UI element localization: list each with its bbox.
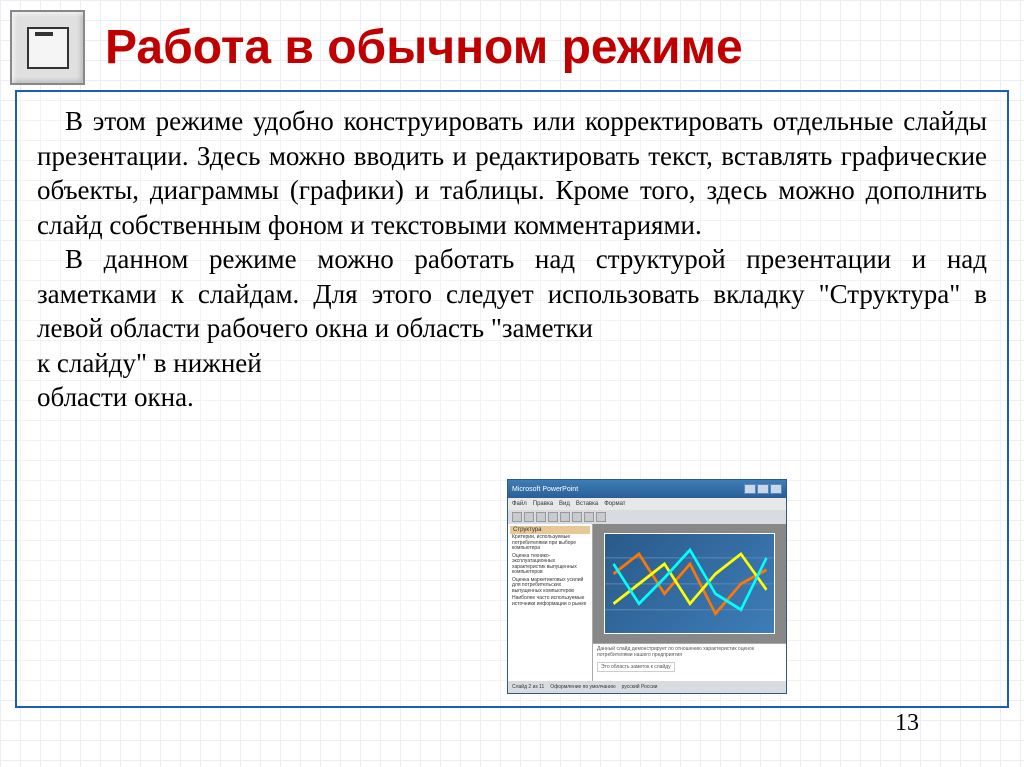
status-item: русский России: [622, 684, 658, 690]
notes-text: Данный слайд демонстрирует по отношению …: [597, 646, 782, 658]
toolbar-icon: [524, 512, 534, 522]
window-title: Microsoft PowerPoint: [512, 486, 744, 493]
menu-item: Правка: [533, 501, 553, 507]
powerpoint-screenshot: Microsoft PowerPoint Файл Правка Вид Вст…: [507, 479, 787, 694]
outline-item: Наиболее часто используемые источники ин…: [510, 595, 590, 608]
page-number: 13: [895, 710, 919, 737]
toolbar-icon: [560, 512, 570, 522]
notes-pane: Данный слайд демонстрирует по отношению …: [593, 643, 786, 681]
close-icon: [770, 484, 782, 494]
menu-item: Вид: [559, 501, 570, 507]
slide-area: [593, 524, 786, 643]
maximize-icon: [757, 484, 769, 494]
menu-item: Формат: [604, 501, 625, 507]
slide-preview: [604, 533, 776, 635]
outline-panel: Структура Критерии, используемые потреби…: [508, 524, 593, 681]
toolbar-icon: [572, 512, 582, 522]
chart-icon: [605, 534, 775, 634]
body-text: В этом режиме удобно конструировать или …: [37, 104, 987, 346]
wrapped-lines: к слайду" в нижней области окна.: [37, 346, 377, 415]
toolbar-icon: [584, 512, 594, 522]
notes-placeholder: Это область заметок к слайду: [597, 662, 675, 672]
toolbar: [508, 510, 786, 524]
outline-item: Оценка технико-эксплуатационных характер…: [510, 553, 590, 577]
outline-item: Критерии, используемые потребителями при…: [510, 534, 590, 553]
menubar: Файл Правка Вид Вставка Формат: [508, 498, 786, 510]
paragraph-1: В этом режиме удобно конструировать или …: [37, 104, 987, 242]
window-titlebar: Microsoft PowerPoint: [508, 480, 786, 498]
menu-item: Вставка: [576, 501, 598, 507]
status-item: Оформление по умолчанию: [550, 684, 615, 690]
toolbar-icon: [512, 512, 522, 522]
toolbar-icon: [548, 512, 558, 522]
menu-item: Файл: [512, 501, 527, 507]
slide-title: Работа в обычном режиме: [105, 20, 743, 75]
status-item: Слайд 2 из 11: [512, 684, 544, 690]
outline-tab: Структура: [510, 526, 590, 534]
line-4: области окна.: [37, 380, 377, 415]
toolbar-icon: [536, 512, 546, 522]
content-frame: В этом режиме удобно конструировать или …: [15, 90, 1009, 708]
paragraph-2: В данном режиме можно работать над струк…: [37, 242, 987, 346]
minimize-icon: [744, 484, 756, 494]
normal-view-icon: [10, 10, 85, 85]
line-3: к слайду" в нижней: [37, 346, 377, 381]
statusbar: Слайд 2 из 11 Оформление по умолчанию ру…: [508, 681, 786, 693]
outline-item: Оценка маркетинговых усилий для потребит…: [510, 577, 590, 596]
toolbar-icon: [596, 512, 606, 522]
